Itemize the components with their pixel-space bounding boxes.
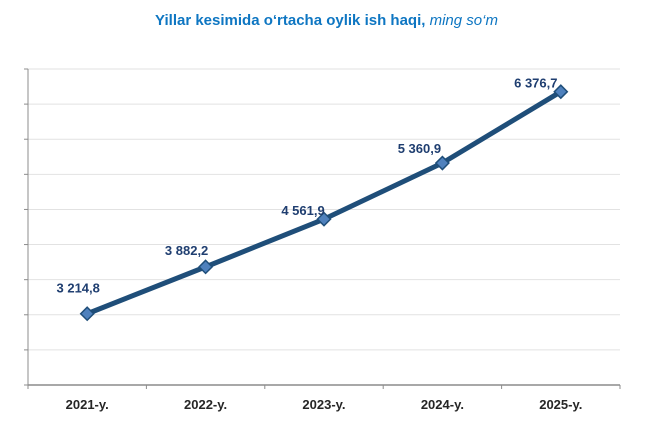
x-axis-label-2022: 2022-y.	[184, 397, 227, 412]
chart-title-units: ming so‘m	[425, 12, 498, 29]
data-point-marker-2021	[79, 306, 95, 322]
x-axis-label-2023: 2023-y.	[302, 397, 345, 412]
data-point-marker-2025	[553, 84, 569, 100]
value-label-2023: 4 561,9	[281, 203, 324, 218]
value-label-2022: 3 882,2	[165, 243, 208, 258]
value-label-2025: 6 376,7	[514, 76, 557, 91]
chart-title-text: Yillar kesimida o‘rtacha oylik ish haqi,	[155, 12, 426, 29]
data-point-marker-2022	[198, 259, 214, 275]
data-point-marker-2024	[434, 155, 450, 171]
value-label-2021: 3 214,8	[57, 281, 100, 296]
x-axis-label-2024: 2024-y.	[421, 397, 464, 412]
x-axis-label-2021: 2021-y.	[66, 397, 109, 412]
value-label-2024: 5 360,9	[398, 141, 441, 156]
chart-title: Yillar kesimida o‘rtacha oylik ish haqi,…	[0, 11, 653, 30]
data-point-marker-2023	[316, 211, 332, 227]
x-axis-label-2025: 2025-y.	[539, 397, 582, 412]
